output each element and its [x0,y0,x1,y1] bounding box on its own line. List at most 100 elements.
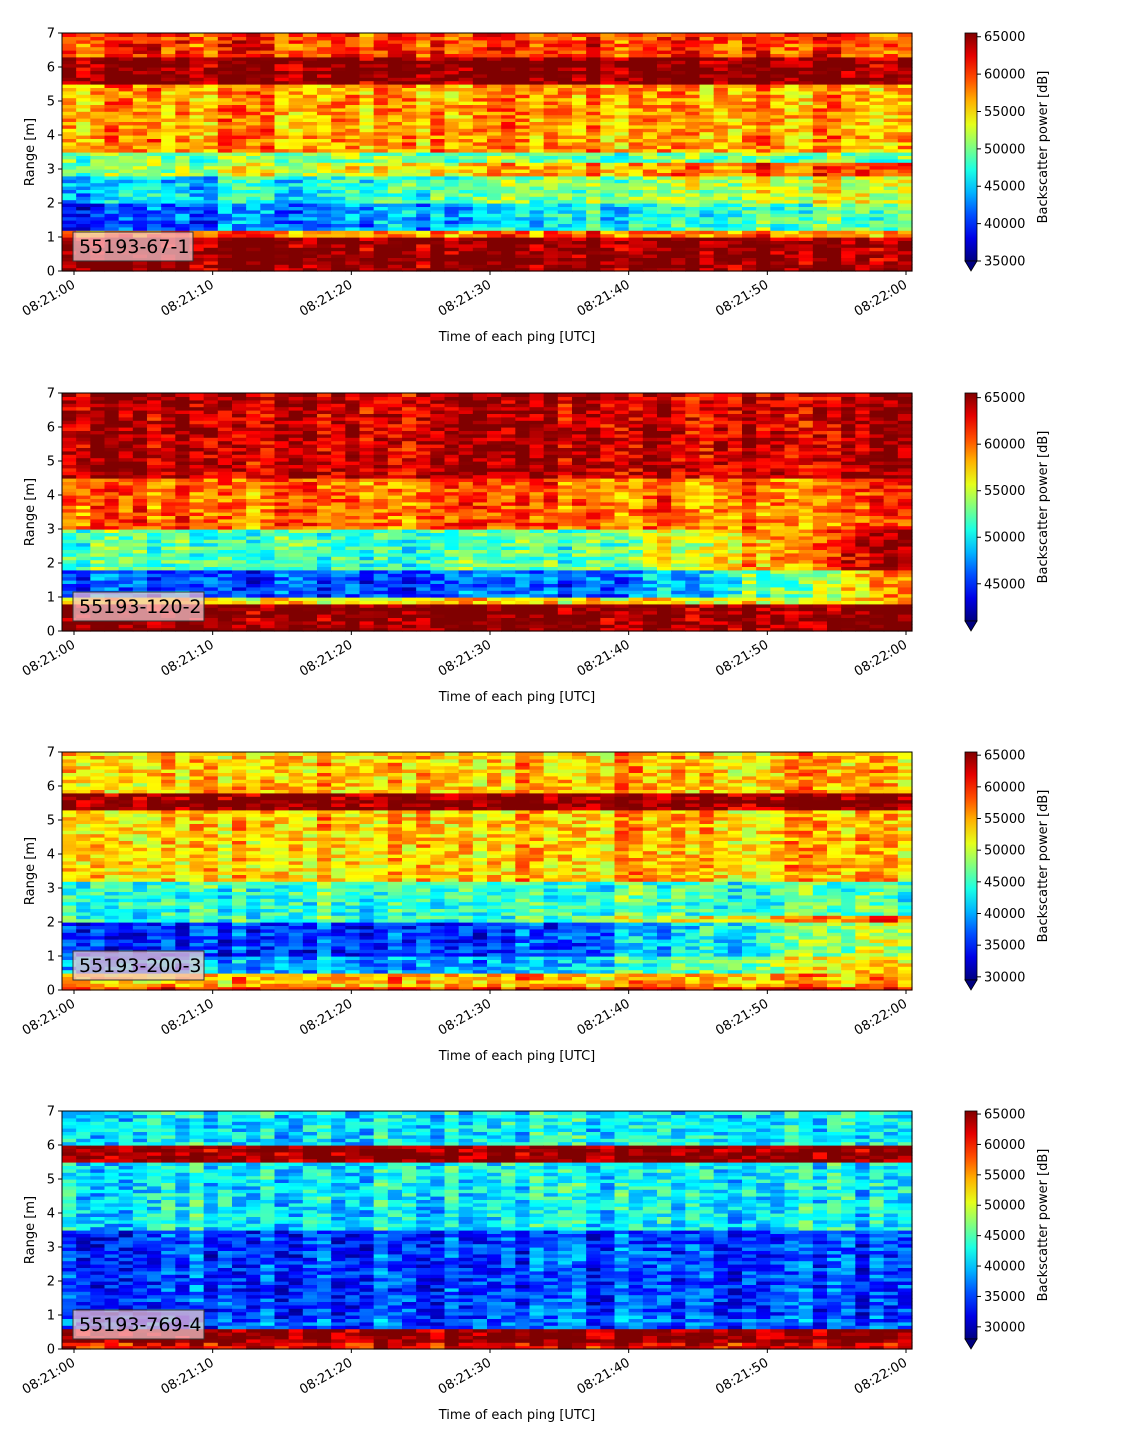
heatmap-cell [175,206,191,211]
heatmap-cell [104,223,120,228]
heatmap-cell [147,114,162,119]
heatmap-cell [685,243,701,248]
heatmap-cell [671,141,686,146]
heatmap-cell [217,53,233,58]
heatmap-cell [217,230,233,235]
heatmap-cell [175,67,191,71]
heatmap-cell [132,203,148,207]
heatmap-cell [742,243,757,248]
heatmap-cell [217,165,233,170]
heatmap-cell [515,209,531,214]
heatmap-cell [699,216,715,221]
heatmap-cell [118,50,134,54]
heatmap-cell [841,243,856,248]
heatmap-cell [232,213,247,218]
heatmap-cell [260,70,276,75]
heatmap-cell [203,94,219,99]
heatmap-cell [62,471,77,476]
heatmap-cell [147,175,162,180]
heatmap-cell [557,192,573,197]
heatmap-cell [189,223,205,228]
heatmap-cell [104,80,120,85]
heatmap-cell [217,118,233,122]
heatmap-cell [76,43,91,48]
heatmap-cell [203,124,219,129]
heatmap-cell [628,148,644,153]
heatmap-cell [203,107,219,112]
heatmap-cell [727,209,743,214]
heatmap-cell [90,216,106,221]
heatmap-cell [288,264,304,269]
heatmap-cell [217,84,233,88]
heatmap-cell [331,175,346,180]
heatmap-cell [104,175,120,180]
heatmap-cell [345,175,361,180]
heatmap-cell [161,121,176,126]
heatmap-cell [90,121,106,126]
colorbar-gradient [964,32,978,262]
heatmap-cell [543,131,559,136]
heatmap-cell [699,199,715,204]
heatmap-cell [161,50,176,54]
heatmap-cell [217,128,233,133]
heatmap-cell [104,87,120,92]
colorbar-tick-label: 60000 [984,68,1025,83]
heatmap-cell [203,104,219,109]
heatmap-cell [132,179,148,184]
heatmap-cell [161,138,176,143]
heatmap-cell [90,60,106,65]
heatmap-cell [487,192,502,197]
heatmap-cell [628,33,644,37]
heatmap-cell [770,33,786,37]
heatmap-cell [147,84,162,88]
heatmap-cell [161,158,176,163]
heatmap-cell [713,226,729,231]
heatmap-cell [118,56,134,61]
heatmap-cell [897,158,913,163]
heatmap-cell [232,73,247,78]
heatmap-cell [713,165,729,170]
heatmap-cell [798,233,814,238]
heatmap-cell [812,226,828,231]
heatmap-cell [855,141,871,146]
heatmap-cell [62,141,77,146]
heatmap-cell [132,80,148,85]
heatmap-cell [600,209,616,214]
heatmap-cell [855,199,871,204]
heatmap-cell [274,250,290,255]
heatmap-cell [189,114,205,119]
heatmap-cell [430,165,446,170]
heatmap-cell [189,203,205,207]
heatmap-cell [118,111,134,116]
heatmap-cell [104,260,120,265]
heatmap-cell [515,175,531,180]
heatmap-cell [189,39,205,44]
heatmap-cell [827,243,842,248]
heatmap-cell [161,182,176,187]
heatmap-cell [175,209,191,214]
heatmap-cell [642,131,658,136]
heatmap-cell [671,158,686,163]
heatmap-cell [217,114,233,119]
y-tick-label: 0 [47,265,55,280]
heatmap-cell [628,158,644,163]
heatmap-cell [288,220,304,224]
heatmap-cell [175,121,191,126]
heatmap-cell [232,70,247,75]
heatmap-cell [175,162,191,167]
heatmap-cell [373,243,389,248]
heatmap-cell [104,216,120,221]
heatmap-cell [132,260,148,265]
heatmap-cell [529,182,545,187]
heatmap-cell [62,454,77,459]
heatmap-cell [430,216,446,221]
heatmap-cell [217,257,233,262]
heatmap-cell [232,172,247,177]
heatmap-cell [76,84,91,88]
heatmap-cell [232,226,247,231]
heatmap-cell [232,223,247,228]
heatmap-cell [246,189,261,194]
heatmap-cell [841,182,856,187]
heatmap-cell [274,107,290,112]
